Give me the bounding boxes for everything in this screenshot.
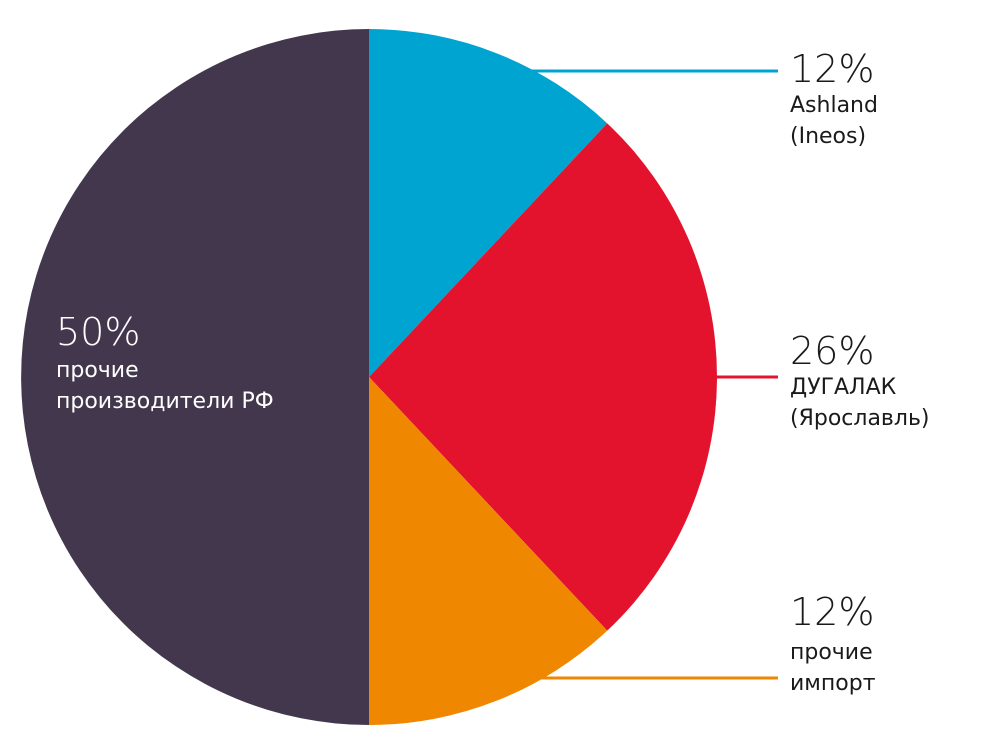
slice-value-label: 26% [790, 329, 874, 373]
slice-category-label: прочие [790, 640, 873, 665]
slice-category-label: импорт [790, 671, 876, 696]
slice-category-label: прочие [56, 358, 139, 383]
slice-category-label: производители РФ [56, 389, 274, 414]
pie-slice [369, 123, 717, 631]
slice-labels: 12%Ashland(Ineos)26%ДУГАЛАК(Ярославль)12… [56, 47, 930, 696]
slice-category-label: (Ineos) [790, 124, 866, 149]
pie-slices [21, 29, 717, 725]
slice-category-label: Ashland [790, 93, 878, 118]
slice-value-label: 50% [56, 310, 140, 354]
pie-slice [369, 29, 608, 377]
pie-slice [21, 29, 369, 725]
pie-slice [369, 377, 608, 725]
leader-lines [528, 69, 778, 680]
slice-category-label: ДУГАЛАК [790, 375, 897, 400]
slice-category-label: (Ярославль) [790, 406, 930, 431]
slice-value-label: 12% [790, 590, 874, 634]
slice-value-label: 12% [790, 47, 874, 91]
